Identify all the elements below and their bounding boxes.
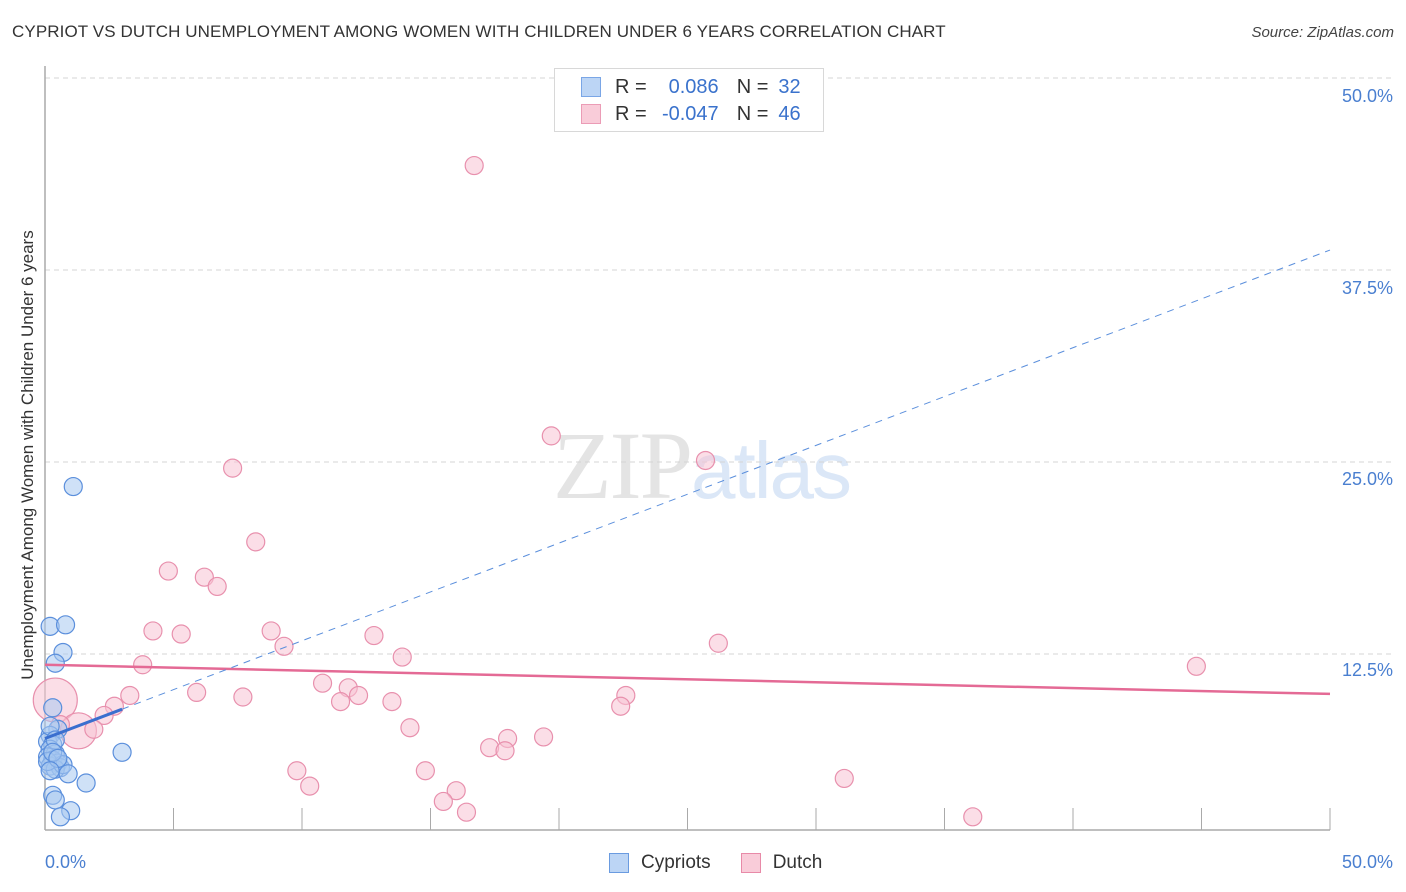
x-tick-50: 50.0%	[1341, 852, 1393, 872]
legend-label-cypriots: Cypriots	[641, 852, 711, 873]
cypriot-points	[37, 476, 132, 827]
dutch-points	[32, 155, 1206, 827]
source-label: Source: ZipAtlas.com	[1251, 24, 1394, 41]
legend-item-dutch[interactable]: Dutch	[740, 852, 823, 874]
watermark-atlas: atlas	[691, 426, 852, 515]
axes	[44, 66, 1331, 831]
legend-item-cypriots[interactable]: Cypriots	[609, 852, 711, 874]
y-tick-50: 50.0%	[1341, 86, 1393, 106]
dutch-swatch	[740, 853, 761, 873]
n-label: N =	[736, 102, 769, 125]
stats-legend: R = 0.086 N = 32 R = -0.047 N = 46	[554, 68, 824, 132]
y-tick-25: 25.0%	[1341, 469, 1393, 489]
legend-label-dutch: Dutch	[772, 852, 823, 873]
y-tick-12-5: 12.5%	[1341, 660, 1393, 680]
cypriots-swatch	[609, 853, 629, 873]
r-label: R =	[615, 75, 647, 98]
cypriots-swatch	[581, 77, 601, 97]
series-legend: Cypriots Dutch	[609, 852, 852, 874]
gridlines	[45, 77, 1392, 655]
n-value: 32	[778, 75, 801, 98]
y-axis-label: Unemployment Among Women with Children U…	[18, 230, 37, 680]
n-label: N =	[736, 75, 769, 98]
r-value: -0.047	[661, 102, 719, 125]
stats-row-cypriots: R = 0.086 N = 32	[581, 75, 801, 99]
trend-lines	[44, 249, 1331, 740]
stats-row-dutch: R = -0.047 N = 46	[581, 102, 801, 126]
x-tick-0: 0.0%	[45, 852, 87, 872]
n-value: 46	[778, 102, 801, 125]
r-label: R =	[615, 102, 647, 125]
r-value: 0.086	[668, 75, 719, 98]
y-tick-37-5: 37.5%	[1341, 278, 1393, 298]
chart-title: CYPRIOT VS DUTCH UNEMPLOYMENT AMONG WOME…	[12, 22, 946, 41]
dutch-swatch	[581, 104, 601, 124]
